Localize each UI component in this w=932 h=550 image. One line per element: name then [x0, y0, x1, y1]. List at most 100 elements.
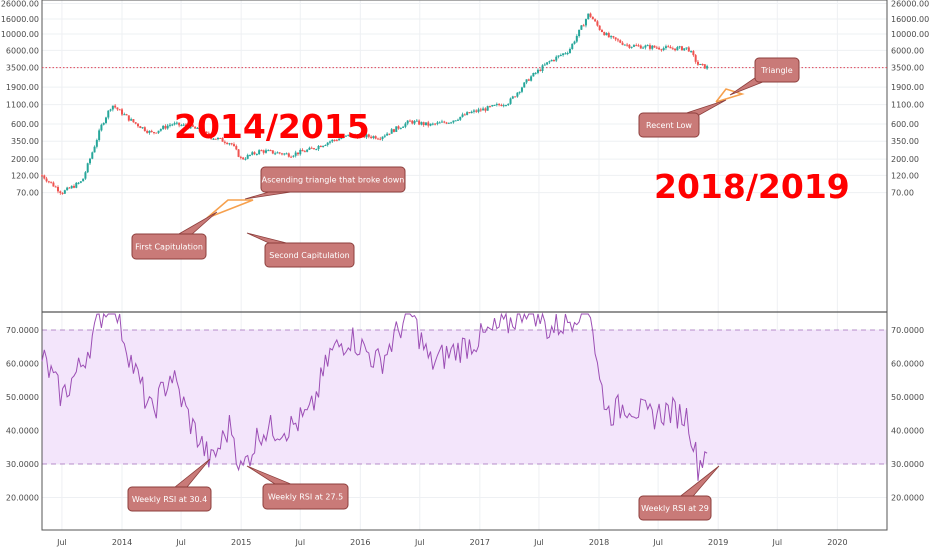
candle: [216, 137, 219, 141]
candle: [285, 152, 288, 155]
candle: [411, 120, 414, 125]
candle: [680, 45, 683, 51]
candle: [191, 124, 194, 128]
candle: [536, 68, 539, 75]
candle: [146, 129, 149, 134]
annotation-callout: First Capitulation: [131, 211, 218, 260]
candle: [395, 126, 398, 132]
candle: [427, 120, 430, 128]
candle: [367, 133, 370, 139]
candle: [669, 45, 672, 49]
candle: [402, 125, 405, 128]
candle: [303, 150, 306, 153]
y-tick-label-left: 600.00: [11, 120, 39, 129]
candle: [296, 152, 299, 156]
candle: [472, 109, 475, 114]
candle: [82, 178, 85, 182]
candle: [374, 135, 377, 140]
rsi-tick-label-left: 50.0000: [6, 393, 39, 402]
x-tick-label: Jul: [294, 538, 305, 547]
candle: [86, 162, 89, 174]
candle: [194, 126, 197, 129]
rsi-tick-label-left: 30.0000: [6, 460, 39, 469]
y-tick-label-right: 10000.00: [891, 30, 929, 39]
x-tick-label: Jul: [771, 538, 782, 547]
candle: [687, 46, 690, 52]
y-tick-label-left: 6000.00: [6, 46, 39, 55]
plot-border: [41, 0, 888, 531]
candle: [658, 46, 661, 50]
candle: [532, 72, 535, 77]
candle: [530, 75, 533, 82]
candle: [392, 128, 395, 133]
candle: [312, 147, 315, 150]
candle: [264, 148, 267, 154]
candle: [504, 104, 507, 107]
callout-box: [638, 112, 700, 138]
candle: [406, 120, 409, 126]
rsi-tick-label-right: 40.0000: [891, 427, 924, 436]
candle: [557, 55, 560, 59]
y-tick-label-left: 1900.00: [6, 83, 39, 92]
candle: [267, 149, 270, 152]
candle: [511, 95, 514, 100]
candle: [523, 82, 526, 88]
candle: [706, 64, 709, 70]
candle: [116, 107, 119, 111]
candle: [580, 25, 583, 31]
candle: [258, 149, 261, 156]
candle: [198, 127, 201, 133]
callout-box: [131, 233, 207, 260]
period-label-2018-2019: 2018/2019: [654, 167, 850, 206]
candle: [283, 153, 286, 156]
candle: [235, 144, 238, 151]
candle: [56, 185, 59, 194]
rsi-band: [42, 330, 887, 464]
candle: [600, 28, 603, 33]
candle: [91, 151, 94, 160]
candle: [159, 128, 162, 132]
callout-text: Ascending triangle that broke down: [262, 176, 405, 185]
rsi-tick-label-right: 60.0000: [891, 360, 924, 369]
candle: [276, 151, 279, 154]
candle: [280, 152, 283, 156]
candle: [372, 135, 375, 140]
candle: [564, 52, 567, 55]
candle: [139, 125, 142, 129]
candle: [605, 32, 608, 36]
candle: [390, 128, 393, 134]
candle: [95, 138, 98, 149]
candle: [66, 186, 69, 191]
candle: [328, 140, 331, 145]
candle: [404, 122, 407, 129]
candle: [621, 41, 624, 46]
candle: [196, 126, 199, 129]
candle: [516, 92, 519, 98]
annotation-callout: Ascending triangle that broke down: [244, 166, 406, 200]
candle: [319, 145, 322, 148]
candle: [422, 121, 425, 127]
candle: [623, 44, 626, 46]
callout-box: [638, 495, 712, 521]
candle: [518, 91, 521, 95]
candle: [50, 181, 53, 184]
annotation-callout: Triangle: [729, 57, 800, 96]
y-tick-label-right: 70.00: [891, 189, 914, 198]
x-tick-label: Jul: [652, 538, 663, 547]
y-tick-label-left: 120.00: [11, 171, 39, 180]
candle: [168, 122, 171, 128]
candle: [456, 118, 459, 121]
annotation-callout: Second Capitulation: [246, 232, 355, 268]
annotation-callout: Weekly RSI at 29: [638, 465, 720, 521]
y-tick-label-right: 200.00: [891, 155, 919, 164]
candle: [187, 125, 190, 130]
candle: [132, 119, 135, 123]
candle: [315, 148, 318, 151]
candle: [548, 60, 551, 64]
period-label-2014-2015: 2014/2015: [174, 107, 370, 146]
x-tick-label: 2015: [231, 538, 251, 547]
candle: [630, 46, 633, 49]
candle: [415, 118, 418, 122]
candle: [507, 103, 510, 106]
candle: [164, 124, 167, 130]
